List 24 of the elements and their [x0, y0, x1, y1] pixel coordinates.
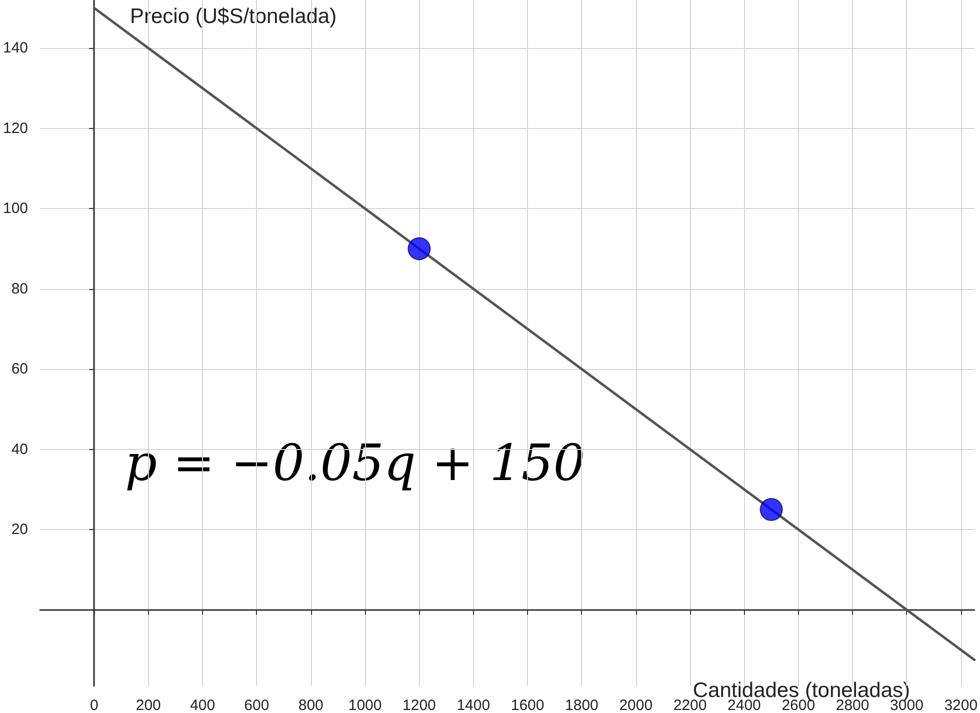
y-tick-label: 140	[2, 40, 28, 57]
x-tick-label: 800	[298, 697, 324, 713]
y-axis-title: Precio (U$S/tonelada)	[130, 5, 337, 28]
x-tick-label: 200	[136, 697, 161, 713]
y-tick-label: 80	[11, 280, 28, 298]
y-tick-label: 120	[2, 120, 28, 137]
y-tick-label: 40	[11, 440, 28, 458]
x-tick-label: 1600	[510, 697, 544, 713]
x-tick-label: 600	[244, 697, 270, 713]
x-tick-label: 2000	[619, 697, 653, 713]
x-tick-label: 0	[90, 697, 98, 713]
x-tick-label: 3200	[944, 697, 978, 713]
y-tick-label: 60	[11, 360, 28, 378]
x-tick-label: 400	[190, 697, 216, 713]
annotation: p = −0.05q + 150	[125, 434, 586, 492]
x-tick-label: 1000	[348, 697, 382, 713]
x-tick-label: 2200	[673, 697, 707, 713]
y-tick-label: 20	[11, 521, 28, 538]
x-tick-label: 1400	[456, 697, 490, 713]
x-tick-label: 2800	[836, 697, 870, 713]
x-tick-label: 1200	[402, 697, 436, 713]
y-tick-label: 100	[2, 200, 28, 218]
x-tick-label: 2400	[728, 697, 761, 713]
x-tick-label: 1800	[565, 697, 598, 713]
